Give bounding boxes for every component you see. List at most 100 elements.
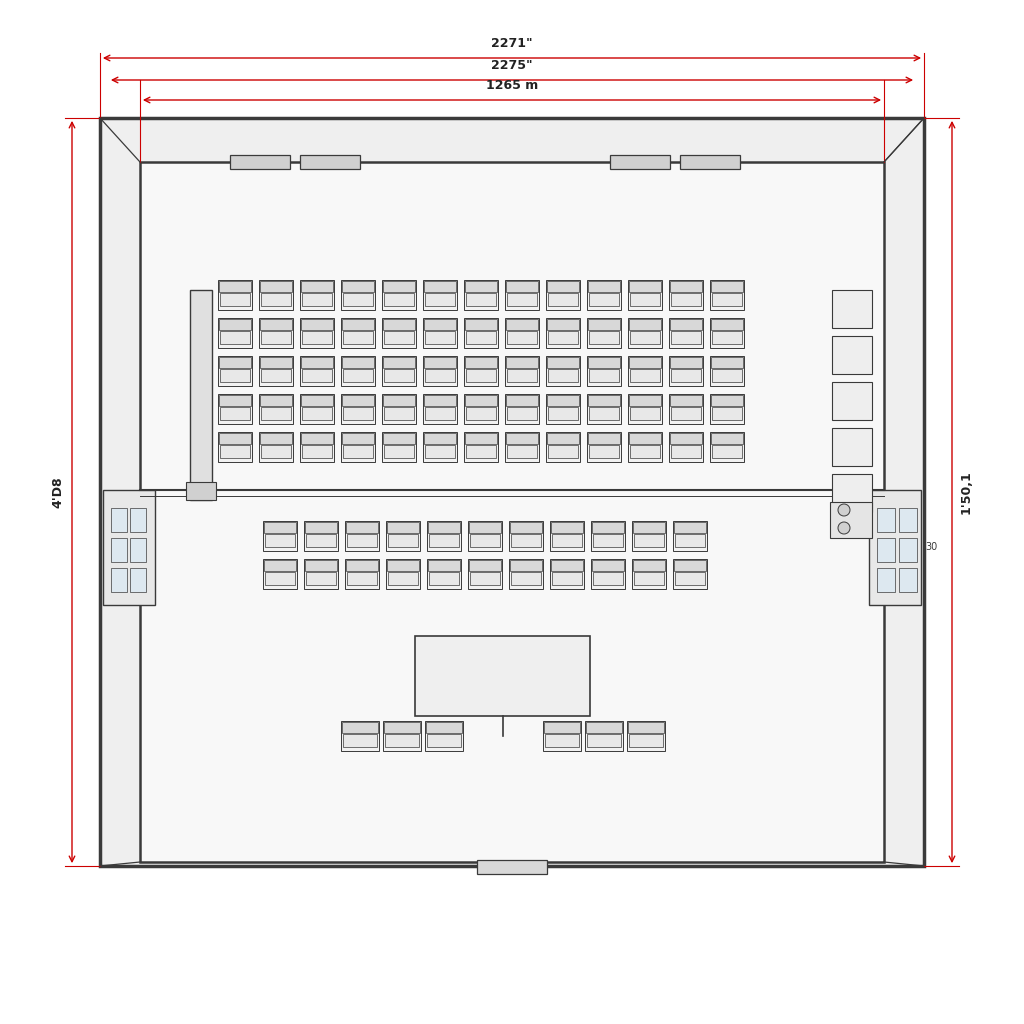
Bar — [587, 394, 621, 424]
Bar — [388, 571, 418, 585]
Bar — [670, 357, 702, 368]
Bar — [347, 534, 377, 547]
Bar — [427, 521, 461, 551]
Bar — [627, 721, 665, 751]
Text: 2271": 2271" — [492, 37, 532, 50]
Bar — [218, 394, 252, 424]
Bar — [341, 280, 375, 310]
Bar — [341, 721, 379, 751]
Bar — [306, 534, 336, 547]
Bar — [673, 521, 707, 551]
Bar — [710, 318, 744, 348]
Bar — [468, 521, 502, 551]
Bar — [628, 318, 662, 348]
Bar — [259, 432, 293, 462]
Bar — [547, 319, 579, 330]
Bar — [424, 281, 456, 292]
Bar — [831, 382, 872, 420]
Bar — [304, 559, 338, 589]
Bar — [629, 433, 662, 443]
Bar — [301, 319, 333, 330]
Bar — [548, 444, 578, 458]
Text: 30: 30 — [925, 543, 937, 553]
Bar — [305, 560, 337, 570]
Bar — [546, 318, 580, 348]
Bar — [220, 293, 250, 306]
Bar — [111, 508, 127, 532]
Bar — [831, 474, 872, 512]
Bar — [346, 560, 378, 570]
Bar — [261, 444, 291, 458]
Bar — [305, 522, 337, 532]
Bar — [140, 162, 884, 862]
Bar — [588, 357, 620, 368]
Bar — [711, 395, 743, 406]
Bar — [302, 444, 332, 458]
Bar — [301, 357, 333, 368]
Bar — [671, 407, 701, 420]
Bar — [465, 395, 497, 406]
Bar — [382, 318, 416, 348]
Text: 1265 m: 1265 m — [485, 79, 539, 92]
Bar — [589, 293, 618, 306]
Circle shape — [838, 504, 850, 516]
Bar — [230, 155, 290, 169]
Text: 1'50,1: 1'50,1 — [961, 470, 973, 514]
Bar — [300, 356, 334, 386]
Bar — [507, 407, 537, 420]
Bar — [670, 433, 702, 443]
Bar — [671, 293, 701, 306]
Bar — [547, 395, 579, 406]
Bar — [464, 318, 498, 348]
Bar — [265, 534, 295, 547]
Bar — [300, 155, 360, 169]
Bar — [669, 318, 703, 348]
Bar — [550, 559, 584, 589]
Bar — [384, 407, 414, 420]
Bar — [261, 331, 291, 344]
Bar — [470, 534, 500, 547]
Bar — [468, 559, 502, 589]
Bar — [674, 522, 706, 532]
Bar — [302, 331, 332, 344]
Bar — [218, 356, 252, 386]
Bar — [505, 394, 539, 424]
Bar — [343, 331, 373, 344]
Bar — [506, 281, 538, 292]
Bar — [632, 559, 666, 589]
Bar — [186, 482, 216, 500]
Bar — [869, 490, 921, 605]
Bar — [302, 293, 332, 306]
Bar — [671, 331, 701, 344]
Bar — [505, 280, 539, 310]
Bar — [342, 319, 374, 330]
Bar — [547, 281, 579, 292]
Text: 4'D8: 4'D8 — [51, 476, 63, 508]
Bar — [264, 560, 296, 570]
Bar — [671, 444, 701, 458]
Bar — [628, 280, 662, 310]
Bar — [388, 534, 418, 547]
Bar — [506, 395, 538, 406]
Bar — [510, 522, 542, 532]
Bar — [111, 538, 127, 562]
Bar — [424, 395, 456, 406]
Bar — [301, 395, 333, 406]
Bar — [346, 522, 378, 532]
Bar — [466, 444, 496, 458]
Bar — [470, 571, 500, 585]
Bar — [465, 433, 497, 443]
Bar — [300, 318, 334, 348]
Bar — [511, 534, 541, 547]
Bar — [710, 356, 744, 386]
Bar — [630, 369, 660, 382]
Bar — [130, 538, 146, 562]
Bar — [877, 508, 895, 532]
Bar — [670, 395, 702, 406]
Bar — [218, 280, 252, 310]
Bar — [302, 407, 332, 420]
Bar — [383, 281, 415, 292]
Bar — [259, 280, 293, 310]
Bar — [425, 444, 455, 458]
Bar — [300, 432, 334, 462]
